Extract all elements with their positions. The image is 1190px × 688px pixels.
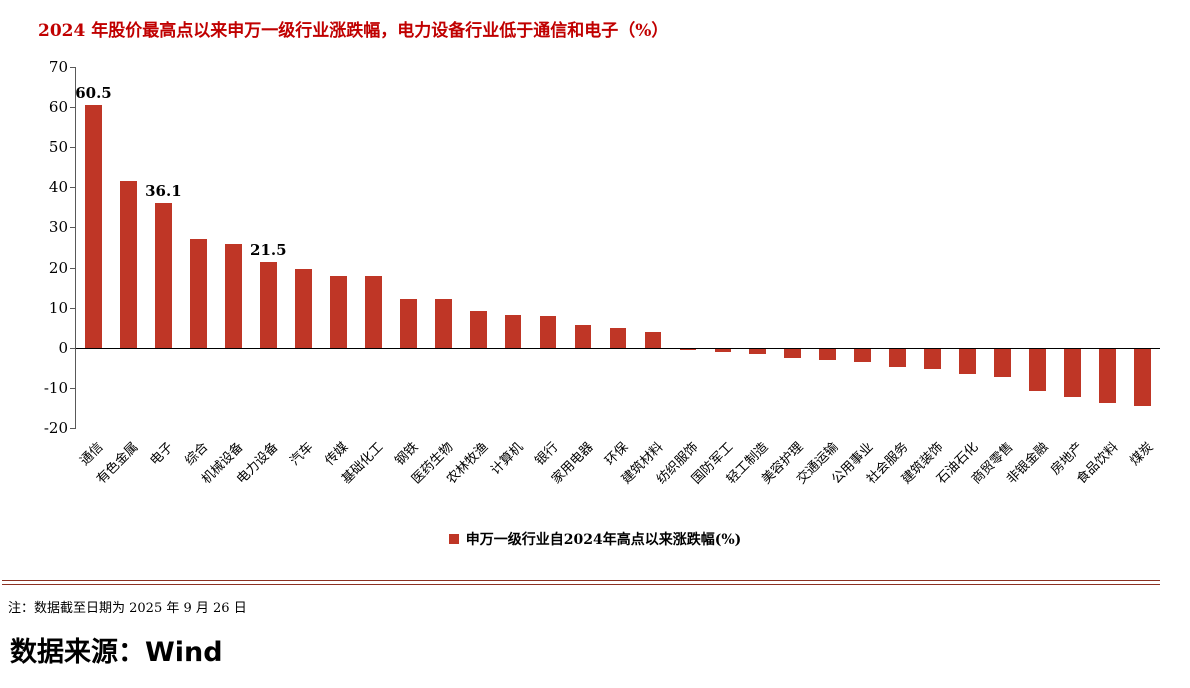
legend-color-swatch <box>448 534 459 544</box>
x-axis-zero-line <box>76 347 1160 349</box>
y-axis-tick-label: -20 <box>43 419 68 437</box>
bar <box>574 324 592 348</box>
bar <box>294 269 312 348</box>
bar <box>85 105 102 348</box>
y-axis-tick-label: 10 <box>48 298 68 317</box>
bar <box>259 261 277 348</box>
chart-legend: 申万一级行业自2024年高点以来涨跌幅(%) <box>0 529 1190 549</box>
chart-title: 2024 年股价最高点以来申万一级行业涨跌幅，电力设备行业低于通信和电子（%） <box>38 21 669 41</box>
footnote: 注：数据截至日期为 2025 年 9 月 26 日 <box>8 601 247 616</box>
y-axis-tick-mark <box>70 147 76 149</box>
bar <box>959 348 977 375</box>
bar <box>329 275 347 348</box>
bar <box>609 327 627 348</box>
bar <box>539 315 557 348</box>
bar <box>224 244 242 348</box>
bar <box>504 315 522 348</box>
bar <box>749 348 767 354</box>
y-axis-tick-label: 50 <box>48 138 68 157</box>
y-axis-tick-mark <box>70 428 76 429</box>
y-axis-tick-label: 40 <box>48 178 68 197</box>
bar-value-label: 21.5 <box>250 240 287 259</box>
bar <box>819 348 837 360</box>
y-axis-tick-label: 70 <box>48 58 68 76</box>
bar <box>399 298 417 348</box>
bar <box>469 310 487 348</box>
bar <box>155 202 172 348</box>
bar <box>1099 348 1116 404</box>
bar <box>994 348 1012 377</box>
bar <box>644 332 662 348</box>
y-axis-tick-label: 20 <box>48 258 68 277</box>
y-axis-tick-mark <box>70 267 76 269</box>
legend-label: 申万一级行业自2024年高点以来涨跌幅(%) <box>465 532 742 548</box>
bar <box>434 299 452 348</box>
y-axis-tick-label: 0 <box>58 338 68 357</box>
bar <box>784 348 802 358</box>
y-axis-tick-mark <box>70 387 76 389</box>
y-axis-tick-label: 30 <box>48 218 68 237</box>
bar <box>1029 348 1046 391</box>
data-source: 数据来源：Wind <box>10 637 223 668</box>
y-axis-tick-label: 60 <box>48 98 68 117</box>
y-axis-tick-mark <box>70 67 76 68</box>
bar <box>889 348 907 367</box>
y-axis-tick-mark <box>70 107 76 109</box>
x-axis-label: 汽车 <box>287 439 317 469</box>
bar <box>364 275 382 348</box>
bar <box>120 180 137 348</box>
bar <box>854 348 872 362</box>
bar-value-label: 36.1 <box>145 181 182 200</box>
bar <box>1064 348 1081 397</box>
y-axis-tick-mark <box>70 227 76 229</box>
y-axis-tick-label: -10 <box>43 378 68 397</box>
y-axis-tick-mark <box>70 307 76 309</box>
bar <box>679 348 697 350</box>
bar <box>1134 348 1151 407</box>
x-axis-label: 煤炭 <box>1126 439 1156 469</box>
y-axis-tick-mark <box>70 347 76 349</box>
x-axis-label: 计算机 <box>488 439 527 479</box>
bar-value-label: 60.5 <box>75 84 112 103</box>
bar <box>714 348 732 352</box>
bar <box>189 238 207 348</box>
bar <box>924 348 942 369</box>
divider-double-rule <box>2 580 1160 585</box>
y-axis-tick-mark <box>70 187 76 189</box>
bar-chart-plot-area: 70 60 50 40 30 20 10 0 -10 -20 通信 有色金属 电子 综合 机械设备 电力设备汽… <box>44 58 1160 487</box>
x-axis-label: 电子 <box>147 439 177 469</box>
